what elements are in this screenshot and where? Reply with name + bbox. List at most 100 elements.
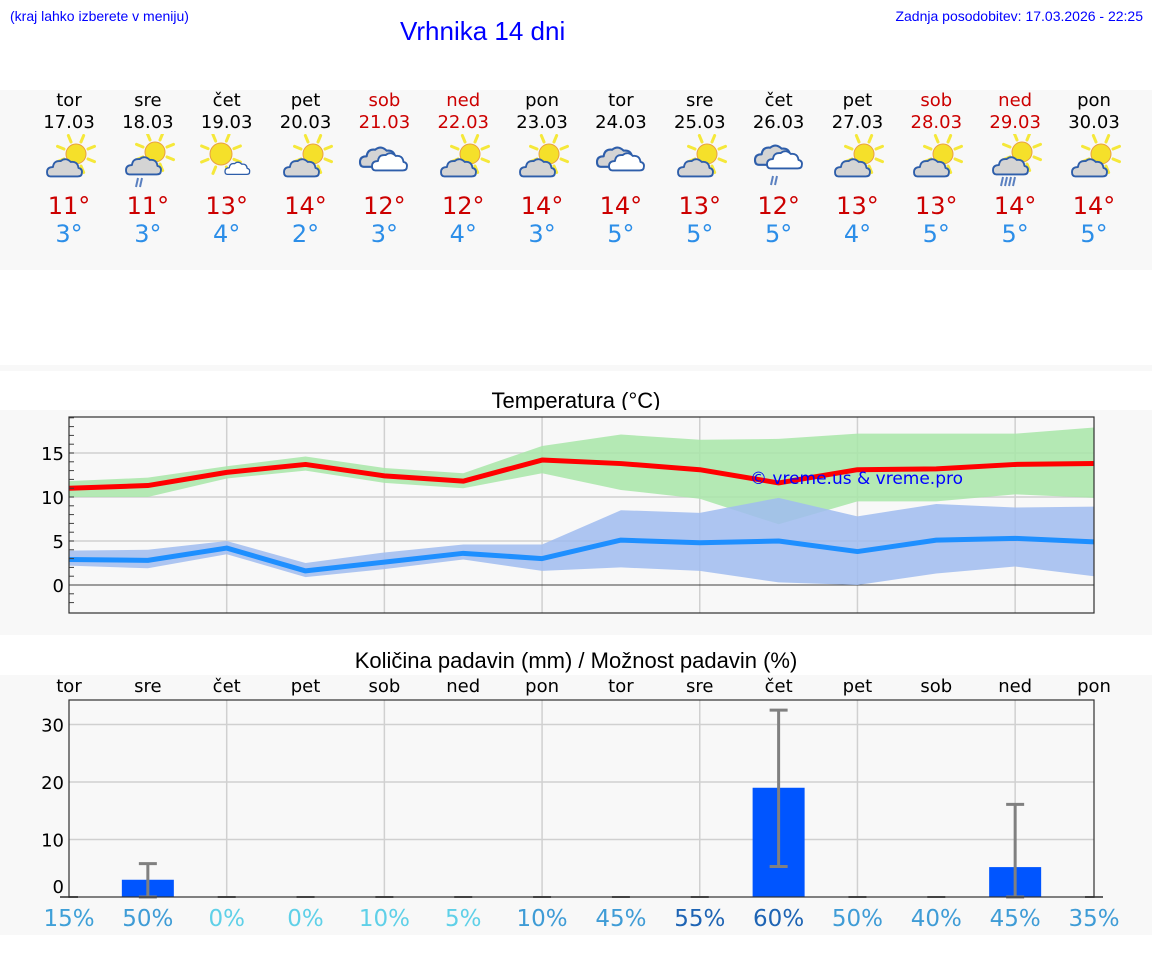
day-column: čet 19.03 13° 4° bbox=[187, 90, 267, 248]
watermark: © vreme.us & vreme.pro bbox=[750, 469, 963, 489]
svg-text:10: 10 bbox=[41, 831, 64, 852]
precip-day-label: pon bbox=[525, 676, 559, 697]
cloudy-icon bbox=[591, 134, 651, 188]
day-date: 20.03 bbox=[279, 112, 332, 133]
last-update: Zadnja posodobitev: 17.03.2026 - 22:25 bbox=[895, 8, 1143, 24]
min-temperature: 3° bbox=[134, 220, 162, 248]
precip-day-label: pon bbox=[1077, 676, 1111, 697]
precip-day-label: sob bbox=[920, 676, 952, 697]
max-temperature: 13° bbox=[836, 192, 879, 220]
day-name: sob bbox=[920, 90, 953, 111]
day-column: sob 21.03 12° 3° bbox=[344, 90, 424, 248]
day-name: čet bbox=[764, 90, 793, 111]
svg-text:20: 20 bbox=[41, 773, 64, 794]
max-temperature: 13° bbox=[205, 192, 248, 220]
menu-hint: (kraj lahko izberete v meniju) bbox=[10, 8, 189, 24]
partly-cloudy-icon bbox=[906, 134, 966, 188]
precip-day-label: tor bbox=[608, 676, 634, 697]
partly-cloudy-icon bbox=[512, 134, 572, 188]
precip-day-label: tor bbox=[56, 676, 82, 697]
max-temperature: 14° bbox=[520, 192, 564, 220]
day-date: 23.03 bbox=[516, 112, 568, 133]
day-column: pon 30.03 14° 5° bbox=[1054, 90, 1134, 248]
precip-probability: 15% bbox=[43, 906, 94, 932]
max-temperature: 14° bbox=[1072, 192, 1116, 220]
min-temperature: 3° bbox=[528, 220, 556, 248]
day-date: 25.03 bbox=[674, 112, 726, 133]
day-date: 30.03 bbox=[1068, 112, 1120, 133]
min-temperature: 3° bbox=[55, 220, 83, 248]
day-name: pet bbox=[290, 90, 321, 111]
day-date: 29.03 bbox=[989, 112, 1041, 133]
temperature-chart: 0 5 10 15 © vreme.us & vreme.pro bbox=[0, 410, 1152, 635]
svg-text:5: 5 bbox=[53, 532, 64, 553]
precip-probability: 5% bbox=[445, 906, 482, 932]
min-temperature: 5° bbox=[1001, 220, 1029, 248]
cloudy-light-rain-icon bbox=[749, 134, 809, 188]
precip-day-label: čet bbox=[765, 676, 793, 697]
day-column: pet 20.03 14° 2° bbox=[266, 90, 346, 248]
daily-forecast-strip: tor 17.03 11° 3° sre 18.03 11° 3° čet 19… bbox=[0, 90, 1152, 270]
day-date: 22.03 bbox=[437, 112, 489, 133]
max-temperature: 14° bbox=[284, 192, 327, 220]
day-date: 28.03 bbox=[910, 112, 963, 133]
day-name: pet bbox=[842, 90, 873, 111]
precip-day-label: pet bbox=[843, 676, 873, 697]
partly-cloudy-icon bbox=[433, 134, 493, 188]
precip-day-label: ned bbox=[446, 676, 480, 697]
day-name: ned bbox=[446, 90, 481, 111]
min-temperature: 5° bbox=[607, 220, 635, 248]
max-temperature: 14° bbox=[993, 192, 1037, 220]
temperature-chart-title: Temperatura (°C) bbox=[491, 388, 661, 413]
day-column: čet 26.03 12° 5° bbox=[739, 90, 819, 248]
mostly-sunny-icon bbox=[197, 133, 257, 188]
min-temperature: 5° bbox=[922, 220, 950, 248]
min-temperature-band bbox=[69, 497, 1094, 585]
svg-text:0: 0 bbox=[53, 877, 64, 898]
max-temperature-line bbox=[68, 457, 1095, 491]
max-temperature: 13° bbox=[915, 192, 958, 220]
cloudy-icon bbox=[354, 134, 414, 188]
min-temperature: 5° bbox=[1080, 220, 1108, 248]
day-column: tor 24.03 14° 5° bbox=[581, 90, 661, 248]
day-column: sob 28.03 13° 5° bbox=[896, 90, 976, 248]
min-temperature-line bbox=[68, 535, 1095, 574]
partly-cloudy-icon bbox=[670, 134, 730, 188]
partly-cloudy-light-rain-icon bbox=[118, 132, 178, 188]
svg-text:10: 10 bbox=[41, 488, 64, 509]
day-column: ned 29.03 14° 5° bbox=[975, 90, 1055, 248]
day-column: tor 17.03 11° 3° bbox=[29, 90, 109, 248]
precip-probability: 50% bbox=[832, 906, 883, 932]
partly-cloudy-rain-icon bbox=[985, 132, 1045, 188]
partly-cloudy-icon bbox=[39, 134, 99, 188]
day-name: sob bbox=[368, 90, 401, 111]
max-temperature: 12° bbox=[363, 192, 406, 220]
partly-cloudy-icon bbox=[276, 134, 336, 188]
precip-probability: 0% bbox=[287, 906, 324, 932]
precip-day-label: čet bbox=[213, 676, 241, 697]
day-name: sre bbox=[134, 90, 162, 111]
max-temperature: 14° bbox=[599, 192, 643, 220]
partly-cloudy-icon bbox=[827, 134, 887, 188]
min-temperature: 4° bbox=[843, 220, 872, 248]
precip-day-label: sre bbox=[686, 676, 713, 697]
max-temperature: 12° bbox=[441, 192, 485, 220]
precip-probability: 10% bbox=[517, 906, 568, 932]
precip-probability: 0% bbox=[208, 906, 245, 932]
day-column: sre 25.03 13° 5° bbox=[660, 90, 740, 248]
divider bbox=[0, 365, 1152, 371]
day-name: ned bbox=[998, 90, 1033, 111]
precip-day-label: ned bbox=[998, 676, 1032, 697]
min-temperature: 4° bbox=[449, 220, 477, 248]
partly-cloudy-icon bbox=[1064, 134, 1124, 188]
precip-probability: 10% bbox=[359, 906, 410, 932]
max-temperature: 12° bbox=[757, 192, 800, 220]
precip-probability: 40% bbox=[911, 906, 962, 932]
precipitation-chart: tor sre čet pet sob ned pon tor sre čet pet sob ned p… bbox=[0, 675, 1152, 935]
precip-probability: 60% bbox=[753, 906, 804, 932]
day-name: pon bbox=[1077, 90, 1111, 111]
day-name: sre bbox=[686, 90, 714, 111]
day-name: tor bbox=[56, 90, 82, 111]
day-name: pon bbox=[525, 90, 559, 111]
page-title: Vrhnika 14 dni bbox=[400, 16, 566, 46]
